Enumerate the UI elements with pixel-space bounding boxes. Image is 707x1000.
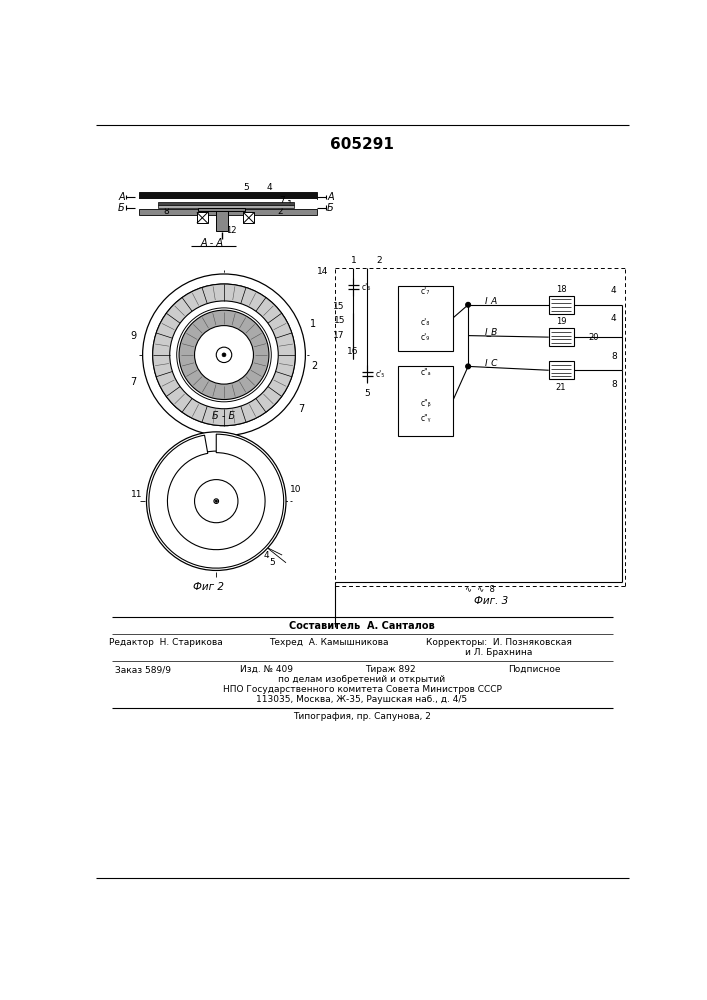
Text: I_C: I_C	[485, 358, 498, 367]
Circle shape	[179, 310, 269, 400]
Text: 5: 5	[365, 389, 370, 398]
Text: А: А	[118, 192, 125, 202]
Text: по делам изобретений и открытий: по делам изобретений и открытий	[279, 675, 445, 684]
Circle shape	[466, 302, 470, 307]
Circle shape	[153, 284, 296, 426]
Circle shape	[216, 347, 232, 363]
Text: c'₇: c'₇	[421, 287, 430, 296]
Text: c"ᵧ: c"ᵧ	[420, 414, 431, 423]
Bar	[398, 286, 452, 351]
Text: 4: 4	[611, 314, 617, 323]
Text: 15: 15	[332, 302, 344, 311]
Text: 5: 5	[269, 558, 275, 567]
Circle shape	[166, 451, 267, 551]
Text: 12: 12	[226, 226, 236, 235]
Text: 8: 8	[611, 352, 617, 361]
Bar	[549, 296, 573, 314]
Circle shape	[194, 480, 238, 523]
Text: Б - Б: Б - Б	[212, 411, 235, 421]
Text: 4: 4	[611, 286, 617, 295]
Text: А: А	[327, 192, 334, 202]
Bar	[197, 212, 208, 223]
Text: 113035, Москва, Ж-35, Раушская наб., д. 4/5: 113035, Москва, Ж-35, Раушская наб., д. …	[257, 695, 467, 704]
Text: Техред  А. Камышникова: Техред А. Камышникова	[269, 638, 388, 647]
Bar	[158, 202, 293, 205]
Bar	[139, 199, 317, 209]
Text: c'₉: c'₉	[421, 333, 430, 342]
Text: Подписное: Подписное	[508, 665, 560, 674]
Text: 20: 20	[588, 333, 599, 342]
Text: c"ᵦ: c"ᵦ	[420, 399, 431, 408]
Text: 21: 21	[556, 383, 566, 392]
Circle shape	[146, 432, 286, 570]
Text: Редактор  Н. Старикова: Редактор Н. Старикова	[109, 638, 223, 647]
Text: 1: 1	[351, 256, 356, 265]
Text: Корректоры:  И. Позняковская: Корректоры: И. Позняковская	[426, 638, 572, 647]
Text: НПО Государственного комитета Совета Министров СССР: НПО Государственного комитета Совета Мин…	[223, 685, 501, 694]
Circle shape	[215, 500, 218, 502]
Text: 11: 11	[132, 490, 143, 499]
Text: 7: 7	[298, 404, 305, 414]
Text: c'₈: c'₈	[421, 318, 430, 327]
Circle shape	[466, 364, 470, 369]
Text: Б: Б	[327, 203, 334, 213]
Text: c"ₐ: c"ₐ	[420, 368, 431, 377]
Bar	[549, 361, 573, 379]
Circle shape	[214, 499, 218, 503]
Text: 4: 4	[264, 551, 269, 560]
Text: I_B: I_B	[485, 327, 498, 336]
Text: 7: 7	[130, 377, 136, 387]
Text: c'₅: c'₅	[375, 370, 385, 379]
Bar	[549, 328, 573, 346]
Text: 14: 14	[317, 267, 329, 276]
Text: 605291: 605291	[330, 137, 394, 152]
Bar	[158, 205, 293, 208]
Bar	[139, 209, 317, 215]
Text: c'₆: c'₆	[361, 283, 370, 292]
Text: ∿  ∿  8: ∿ ∿ 8	[465, 585, 495, 594]
Text: Б: Б	[118, 203, 125, 213]
Bar	[139, 192, 317, 199]
Text: Составитель  А. Санталов: Составитель А. Санталов	[289, 621, 435, 631]
Circle shape	[177, 308, 271, 402]
Text: 1: 1	[310, 319, 316, 329]
Text: 4: 4	[267, 183, 272, 192]
Text: 9: 9	[130, 331, 136, 341]
Circle shape	[170, 301, 279, 409]
Text: 16: 16	[346, 347, 358, 356]
Text: Изд. № 409: Изд. № 409	[240, 665, 293, 674]
Text: 19: 19	[556, 317, 566, 326]
Text: 2: 2	[312, 361, 318, 371]
Text: 2: 2	[278, 207, 284, 216]
Text: 8: 8	[163, 207, 169, 216]
Text: I_A: I_A	[485, 296, 498, 305]
Text: 18: 18	[556, 285, 566, 294]
Text: Тираж 892: Тираж 892	[366, 665, 416, 674]
Text: и Л. Брахнина: и Л. Брахнина	[465, 648, 533, 657]
Text: 7: 7	[279, 196, 285, 205]
Text: 5: 5	[243, 183, 249, 192]
Bar	[243, 212, 255, 223]
Text: Типография, пр. Сапунова, 2: Типография, пр. Сапунова, 2	[293, 712, 431, 721]
Text: Фиг 2: Фиг 2	[193, 582, 224, 592]
Circle shape	[153, 284, 296, 426]
Wedge shape	[149, 434, 284, 568]
Bar	[216, 209, 228, 231]
Bar	[398, 366, 452, 436]
Circle shape	[222, 353, 226, 357]
Circle shape	[194, 326, 253, 384]
Bar	[199, 208, 245, 211]
Text: А - А: А - А	[201, 238, 224, 248]
Circle shape	[143, 274, 305, 436]
Text: 6: 6	[216, 223, 221, 232]
Text: 17: 17	[332, 331, 344, 340]
Text: 15: 15	[334, 316, 346, 325]
Text: Заказ 589/9: Заказ 589/9	[115, 665, 170, 674]
Text: 8: 8	[611, 380, 617, 389]
Text: Фиг. 3: Фиг. 3	[474, 596, 508, 606]
Text: 2: 2	[376, 256, 382, 265]
Text: 10: 10	[290, 485, 301, 494]
Text: 1: 1	[287, 200, 293, 209]
